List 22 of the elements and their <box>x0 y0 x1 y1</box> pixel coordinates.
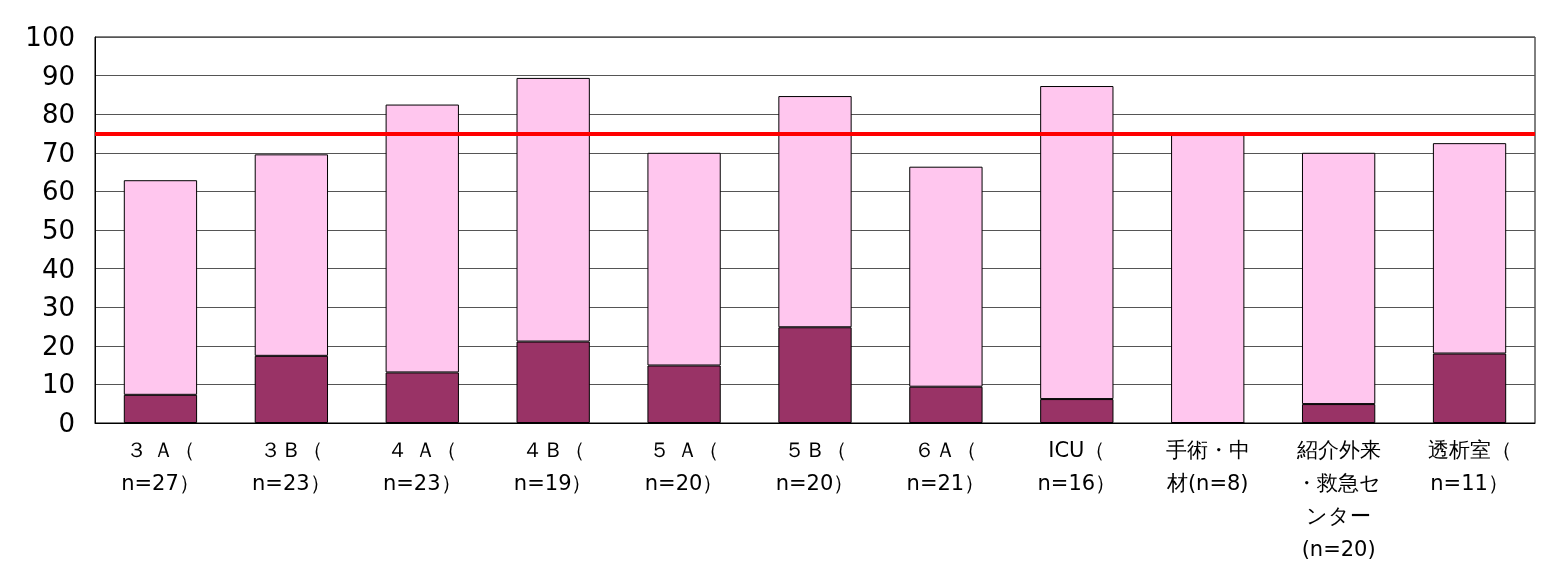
x-tick-label: ４ Ａ（n=23） <box>382 437 462 495</box>
y-tick-label: 100 <box>25 22 75 52</box>
y-tick-label: 20 <box>41 330 75 361</box>
y-tick-label: 50 <box>41 215 75 245</box>
x-tick-label: ５Ｂ（n=20） <box>775 437 855 495</box>
y-tick-label: 80 <box>41 99 75 130</box>
y-tick-label: 40 <box>41 253 75 284</box>
y-tick-label: 70 <box>41 137 75 168</box>
x-tick-label: 紹介外来・救急センター(n=20) <box>1295 437 1382 561</box>
x-tick-label: 透析室（n=11） <box>1427 437 1512 495</box>
x-tick-label: ３ Ａ（n=27） <box>121 437 200 495</box>
x-tick-label: ３Ｂ（n=23） <box>252 437 331 495</box>
y-tick-label: 10 <box>41 369 75 400</box>
x-tick-label: ５ Ａ（n=20） <box>644 437 724 495</box>
y-tick-label: 30 <box>41 292 75 323</box>
y-tick-label: 60 <box>41 176 75 207</box>
y-tick-label: 90 <box>41 60 75 91</box>
x-tick-label: ICU（n=16） <box>1037 437 1117 495</box>
x-tick-label: 手術・中材(n=8) <box>1165 437 1250 495</box>
y-tick-label: 0 <box>58 408 75 438</box>
x-tick-label: ４Ｂ（n=19） <box>513 437 593 495</box>
x-tick-label: ６Ａ（n=21） <box>906 437 986 495</box>
